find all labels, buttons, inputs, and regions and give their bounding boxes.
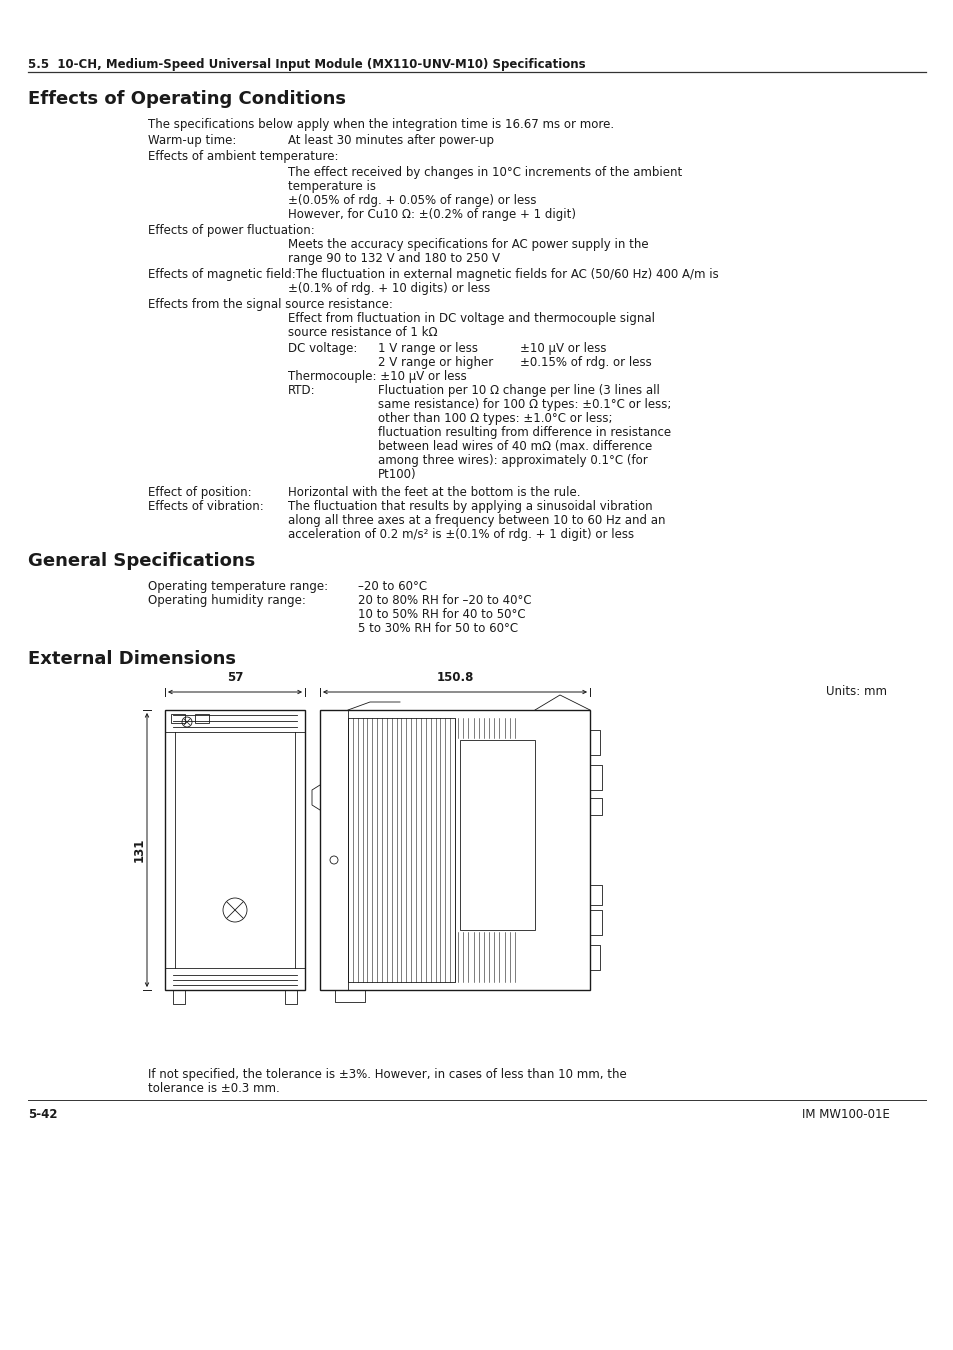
Text: Pt100): Pt100)	[377, 468, 416, 481]
Text: General Specifications: General Specifications	[28, 552, 255, 570]
Text: fluctuation resulting from difference in resistance: fluctuation resulting from difference in…	[377, 427, 670, 439]
Text: 2 V range or higher: 2 V range or higher	[377, 356, 493, 369]
Text: Effects of magnetic field:The fluctuation in external magnetic fields for AC (50: Effects of magnetic field:The fluctuatio…	[148, 269, 718, 281]
Bar	[165, 710, 305, 990]
Text: Operating humidity range:: Operating humidity range:	[148, 594, 306, 608]
Text: Effects from the signal source resistance:: Effects from the signal source resistanc…	[148, 298, 393, 311]
Bar	[319, 710, 589, 990]
Bar	[171, 714, 185, 724]
Text: Effects of Operating Conditions: Effects of Operating Conditions	[28, 90, 346, 108]
Text: same resistance) for 100 Ω types: ±0.1°C or less;: same resistance) for 100 Ω types: ±0.1°C…	[377, 398, 671, 410]
Text: Effects of vibration:: Effects of vibration:	[148, 500, 263, 513]
Text: Meets the accuracy specifications for AC power supply in the: Meets the accuracy specifications for AC…	[288, 238, 648, 251]
Text: between lead wires of 40 mΩ (max. difference: between lead wires of 40 mΩ (max. differ…	[377, 440, 652, 454]
Text: Units: mm: Units: mm	[825, 684, 886, 698]
Text: Operating temperature range:: Operating temperature range:	[148, 580, 328, 593]
Text: However, for Cu10 Ω: ±(0.2% of range + 1 digit): However, for Cu10 Ω: ±(0.2% of range + 1…	[288, 208, 576, 221]
Text: The specifications below apply when the integration time is 16.67 ms or more.: The specifications below apply when the …	[148, 117, 614, 131]
Text: DC voltage:: DC voltage:	[288, 342, 357, 355]
Text: If not specified, the tolerance is ±3%. However, in cases of less than 10 mm, th: If not specified, the tolerance is ±3%. …	[148, 1068, 626, 1081]
Text: 5 to 30% RH for 50 to 60°C: 5 to 30% RH for 50 to 60°C	[357, 622, 517, 634]
Text: ±0.15% of rdg. or less: ±0.15% of rdg. or less	[519, 356, 651, 369]
Text: range 90 to 132 V and 180 to 250 V: range 90 to 132 V and 180 to 250 V	[288, 252, 499, 265]
Text: other than 100 Ω types: ±1.0°C or less;: other than 100 Ω types: ±1.0°C or less;	[377, 412, 612, 425]
Text: IM MW100-01E: IM MW100-01E	[801, 1108, 889, 1120]
Text: temperature is: temperature is	[288, 180, 375, 193]
Text: At least 30 minutes after power-up: At least 30 minutes after power-up	[288, 134, 494, 147]
Text: 57: 57	[227, 671, 243, 684]
Bar	[459, 740, 535, 930]
Text: source resistance of 1 kΩ: source resistance of 1 kΩ	[288, 325, 437, 339]
Text: Thermocouple: ±10 μV or less: Thermocouple: ±10 μV or less	[288, 370, 466, 383]
Text: RTD:: RTD:	[288, 383, 315, 397]
Text: Effect from fluctuation in DC voltage and thermocouple signal: Effect from fluctuation in DC voltage an…	[288, 312, 655, 325]
Text: along all three axes at a frequency between 10 to 60 Hz and an: along all three axes at a frequency betw…	[288, 514, 665, 526]
Text: acceleration of 0.2 m/s² is ±(0.1% of rdg. + 1 digit) or less: acceleration of 0.2 m/s² is ±(0.1% of rd…	[288, 528, 634, 541]
Text: Effect of position:: Effect of position:	[148, 486, 252, 500]
Text: Warm-up time:: Warm-up time:	[148, 134, 236, 147]
Text: The effect received by changes in 10°C increments of the ambient: The effect received by changes in 10°C i…	[288, 166, 681, 180]
Text: ±10 μV or less: ±10 μV or less	[519, 342, 606, 355]
Text: 1 V range or less: 1 V range or less	[377, 342, 477, 355]
Text: ±(0.05% of rdg. + 0.05% of range) or less: ±(0.05% of rdg. + 0.05% of range) or les…	[288, 194, 536, 207]
Text: 20 to 80% RH for –20 to 40°C: 20 to 80% RH for –20 to 40°C	[357, 594, 531, 608]
Text: The fluctuation that results by applying a sinusoidal vibration: The fluctuation that results by applying…	[288, 500, 652, 513]
Text: 5-42: 5-42	[28, 1108, 57, 1120]
Text: among three wires): approximately 0.1°C (for: among three wires): approximately 0.1°C …	[377, 454, 647, 467]
Text: Effects of power fluctuation:: Effects of power fluctuation:	[148, 224, 314, 238]
Text: External Dimensions: External Dimensions	[28, 649, 235, 668]
Bar	[194, 714, 209, 724]
Text: tolerance is ±0.3 mm.: tolerance is ±0.3 mm.	[148, 1081, 279, 1095]
Bar	[348, 718, 455, 981]
Text: Fluctuation per 10 Ω change per line (3 lines all: Fluctuation per 10 Ω change per line (3 …	[377, 383, 659, 397]
Text: 10 to 50% RH for 40 to 50°C: 10 to 50% RH for 40 to 50°C	[357, 608, 525, 621]
Text: 131: 131	[132, 838, 146, 863]
Text: –20 to 60°C: –20 to 60°C	[357, 580, 427, 593]
Text: Horizontal with the feet at the bottom is the rule.: Horizontal with the feet at the bottom i…	[288, 486, 579, 500]
Text: 150.8: 150.8	[436, 671, 474, 684]
Text: ±(0.1% of rdg. + 10 digits) or less: ±(0.1% of rdg. + 10 digits) or less	[288, 282, 490, 296]
Text: 5.5  10-CH, Medium-Speed Universal Input Module (MX110-UNV-M10) Specifications: 5.5 10-CH, Medium-Speed Universal Input …	[28, 58, 585, 72]
Text: Effects of ambient temperature:: Effects of ambient temperature:	[148, 150, 338, 163]
